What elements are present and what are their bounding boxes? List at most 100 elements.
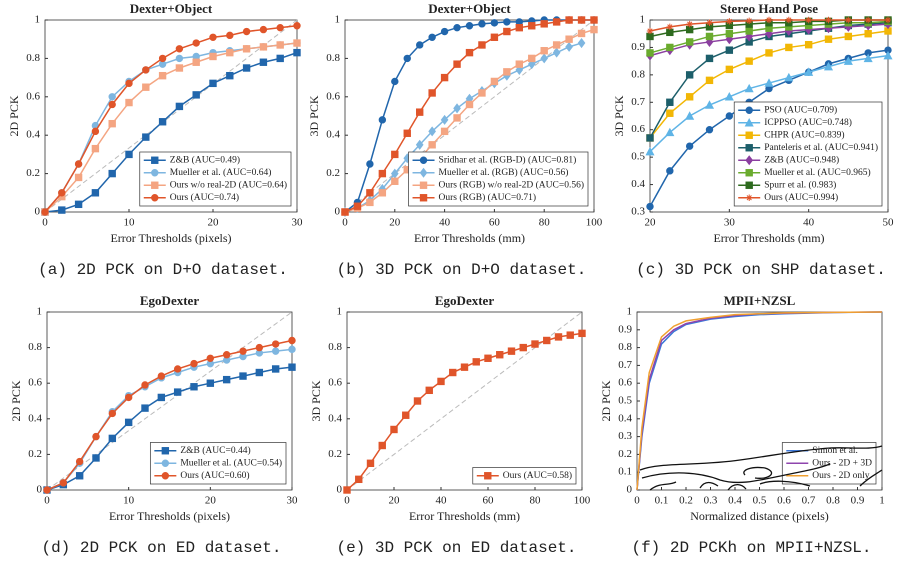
x-tick-label: 20 [645,217,657,229]
marker [453,114,461,122]
marker [190,383,198,391]
marker [704,100,715,109]
marker [823,61,834,71]
legend-marker [161,459,170,467]
y-tick-label: 1 [35,14,41,26]
legend-label: Mueller et al. (AUC=0.54) [180,457,282,468]
reference-line [46,311,293,491]
legend: Simon et al. Ours - 2D + 3D Ours - 2D only [781,442,877,485]
marker [765,49,773,57]
legend-marker [419,194,428,202]
legend-marker [745,155,754,166]
marker [745,17,753,25]
y-tick-label: 0.6 [326,90,340,102]
marker [484,354,492,362]
marker [58,189,66,197]
marker [440,27,449,36]
marker [565,16,573,24]
marker [519,343,527,352]
legend-label: CHPR (AUC=0.839) [764,129,844,140]
marker [472,358,480,366]
chart-title: EgoDexter [140,293,199,308]
marker [864,30,872,38]
marker [864,16,872,24]
marker [142,83,150,91]
y-tick-label: 0.6 [618,377,632,389]
marker [453,60,461,68]
legend: Sridhar et al. (RGB-D) (AUC=0.81) Mueller… [408,151,589,207]
marker [190,359,198,368]
marker [726,18,733,25]
marker [490,19,499,27]
marker [528,22,536,30]
marker [259,43,268,51]
marker [192,58,200,66]
marker [705,126,714,134]
caption: (e) 3D PCK on ED dataset. [336,539,576,557]
marker [293,39,301,47]
x-axis-label: Error Thresholds (pixels) [109,509,230,523]
marker [686,20,693,28]
legend-label: Spurr et al. (0.983) [764,179,836,190]
y-tick-label: 0.2 [326,167,340,179]
marker [578,329,586,338]
y-tick-label: 0.5 [618,395,632,407]
legend-label: Z&B (AUC=0.49) [170,154,240,165]
series-line [44,42,298,213]
marker [92,454,100,462]
y-tick-label: 0 [37,484,43,496]
marker [685,111,695,120]
marker [108,119,116,128]
x-tick-label: 20 [389,217,401,229]
y-tick-label: 0.4 [26,129,40,141]
marker [453,23,461,32]
marker [75,457,84,466]
marker [646,27,654,35]
marker [460,363,469,371]
marker [437,377,445,386]
y-tick-label: 0.6 [28,377,42,389]
x-tick-label: 100 [586,217,603,229]
marker [515,23,523,32]
marker [226,48,234,57]
legend-label: Mueller et al. (AUC=0.64) [170,167,272,178]
marker [343,486,351,494]
legend-marker [745,181,753,189]
marker [804,67,814,76]
marker [415,139,424,150]
y-tick-label: 0.1 [618,466,632,478]
marker [391,177,399,185]
x-tick-label: 20 [208,217,220,229]
marker [531,340,539,348]
y-tick-label: 0.2 [618,448,632,460]
marker [804,40,813,49]
legend-label: Ours (AUC=0.60) [180,470,249,481]
marker [685,71,694,79]
marker [805,16,812,24]
series-line [46,339,293,491]
marker [366,198,374,207]
marker [552,18,561,26]
marker [764,78,774,87]
y-tick-label: 0.8 [26,52,40,64]
y-tick-label: 0.9 [618,323,632,335]
marker [271,347,280,355]
marker [242,27,251,36]
marker [705,32,714,41]
marker [590,25,598,34]
legend: Ours (AUC=0.58) [472,467,577,485]
legend-marker [151,181,159,189]
marker [276,23,284,32]
marker [428,89,436,97]
legend-label: Ours (AUC=0.74) [170,192,239,203]
marker [271,340,280,348]
marker [685,38,694,46]
marker [478,89,486,97]
legend-label: Panteleris et al. (AUC=0.941) [764,142,878,153]
marker [490,77,499,86]
marker [242,64,251,72]
marker [288,336,296,345]
marker [74,173,83,182]
marker [209,79,217,88]
